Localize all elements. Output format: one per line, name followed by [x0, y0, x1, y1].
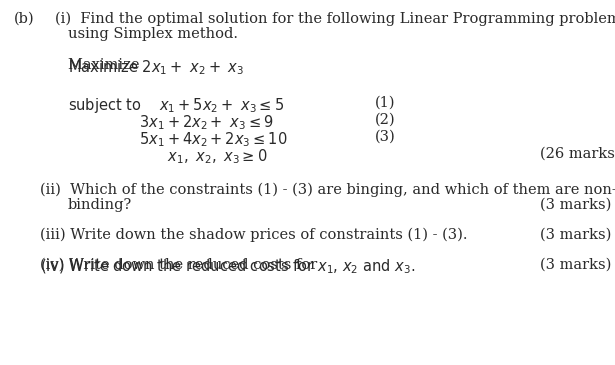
Text: Maximize: Maximize — [68, 58, 144, 72]
Text: (3 marks): (3 marks) — [540, 258, 611, 272]
Text: Maximize $2x_1 + \ x_2 + \ x_3$: Maximize $2x_1 + \ x_2 + \ x_3$ — [68, 58, 244, 77]
Text: $\qquad\qquad\qquad\quad x_1, \ x_2, \ x_3 \geq 0$: $\qquad\qquad\qquad\quad x_1, \ x_2, \ x… — [68, 147, 268, 166]
Text: (3 marks): (3 marks) — [540, 228, 611, 242]
Text: (2): (2) — [375, 113, 395, 127]
Text: (iii) Write down the shadow prices of constraints (1) - (3).: (iii) Write down the shadow prices of co… — [40, 228, 467, 242]
Text: binding?: binding? — [68, 198, 132, 212]
Text: (3 marks): (3 marks) — [540, 198, 611, 212]
Text: subject to $\ \ \ x_1 + 5x_2 + \ x_3 \leq 5$: subject to $\ \ \ x_1 + 5x_2 + \ x_3 \le… — [68, 96, 284, 115]
Text: (1): (1) — [375, 96, 395, 110]
Text: using Simplex method.: using Simplex method. — [68, 27, 238, 41]
Text: (iv) Write down the reduced costs for: (iv) Write down the reduced costs for — [40, 258, 322, 272]
Text: (i)  Find the optimal solution for the following Linear Programming problem,: (i) Find the optimal solution for the fo… — [55, 12, 615, 26]
Text: (iv) Write down the reduced costs for $x_1$, $x_2$ and $x_3$.: (iv) Write down the reduced costs for $x… — [40, 258, 416, 276]
Text: $\qquad\qquad\quad 3x_1 + 2x_2 + \ x_3 \leq 9$: $\qquad\qquad\quad 3x_1 + 2x_2 + \ x_3 \… — [68, 113, 274, 132]
Text: $\qquad\qquad\quad 5x_1 + 4x_2 + 2x_3 \leq 10$: $\qquad\qquad\quad 5x_1 + 4x_2 + 2x_3 \l… — [68, 130, 288, 149]
Text: (b): (b) — [14, 12, 34, 26]
Text: (ii)  Which of the constraints (1) - (3) are binging, and which of them are non-: (ii) Which of the constraints (1) - (3) … — [40, 183, 615, 197]
Text: (3): (3) — [375, 130, 395, 144]
Text: (26 marks): (26 marks) — [540, 147, 615, 161]
